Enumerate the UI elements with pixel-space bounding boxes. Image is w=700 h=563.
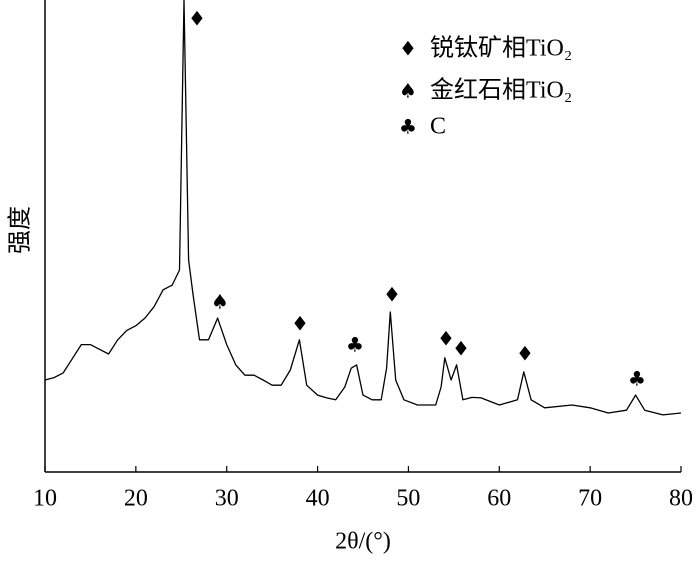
peak-marker: ♦ xyxy=(188,7,206,31)
y-axis-label: 强度 xyxy=(7,206,34,254)
x-tick-label: 40 xyxy=(306,486,330,512)
x-tick-label: 60 xyxy=(487,486,511,512)
legend-symbol: ♣ xyxy=(399,115,417,139)
x-tick-label: 10 xyxy=(33,486,57,512)
legend-label: C xyxy=(430,114,446,140)
peak-marker: ♠ xyxy=(211,290,229,314)
peak-marker: ♦ xyxy=(452,337,470,361)
x-tick-label: 20 xyxy=(124,486,148,512)
legend-symbol: ♦ xyxy=(399,37,417,61)
xrd-curve xyxy=(44,0,682,416)
x-axis-label: 2θ/(°) xyxy=(335,529,391,555)
legend-symbol: ♠ xyxy=(399,79,417,103)
peak-marker: ♣ xyxy=(628,367,646,391)
peak-marker: ♦ xyxy=(516,342,534,366)
x-tick-label: 50 xyxy=(396,486,420,512)
legend-label: 金红石相TiO₂ xyxy=(430,77,572,104)
x-tick-label: 70 xyxy=(578,486,602,512)
peak-marker: ♦ xyxy=(291,312,309,336)
peak-marker: ♦ xyxy=(437,327,455,351)
legend-label: 锐钛矿相TiO₂ xyxy=(430,35,572,62)
x-tick-label: 30 xyxy=(215,486,239,512)
peak-marker: ♦ xyxy=(383,283,401,307)
peak-marker: ♣ xyxy=(346,333,364,357)
x-tick-label: 80 xyxy=(669,486,693,512)
